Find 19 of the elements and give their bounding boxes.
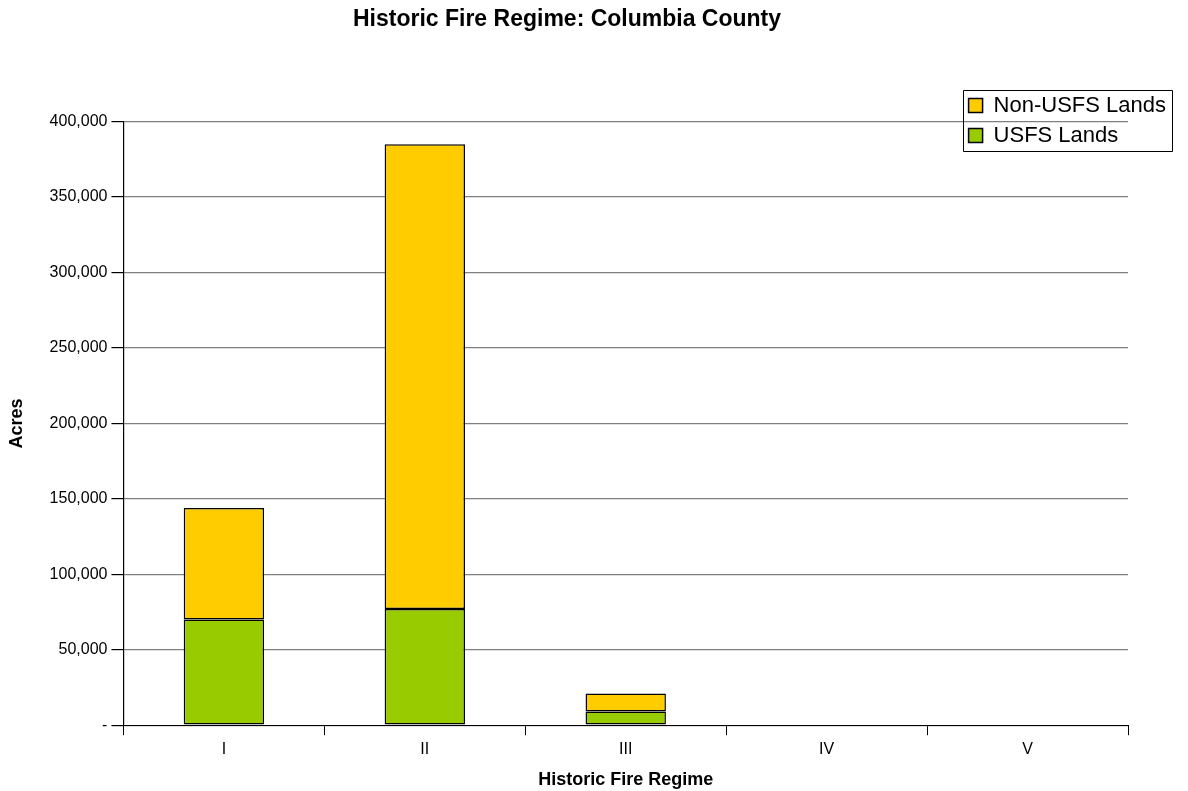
y-tick-label: 150,000 [49,489,108,507]
y-tick-label: 350,000 [49,187,108,205]
legend-label: USFS Lands [993,121,1119,147]
y-tick-label: 250,000 [49,338,108,356]
y-tick-label: 50,000 [58,640,108,658]
y-tick-label: 400,000 [49,112,108,130]
x-tick-label: V [1022,740,1034,758]
x-tick-label: II [420,740,430,758]
chart-title: Historic Fire Regime: Columbia County [352,5,782,32]
x-tick-label: I [221,740,227,758]
x-tick-label: IV [819,740,835,758]
y-axis-title: Acres [5,398,26,449]
y-tick-label: 200,000 [49,413,108,431]
y-tick-label: - [102,715,108,733]
x-tick-label: III [619,740,633,758]
legend-label: Non-USFS Lands [993,91,1167,117]
y-tick-label: 100,000 [49,564,108,582]
x-axis-title: Historic Fire Regime [538,769,714,790]
y-tick-label: 300,000 [49,262,108,280]
